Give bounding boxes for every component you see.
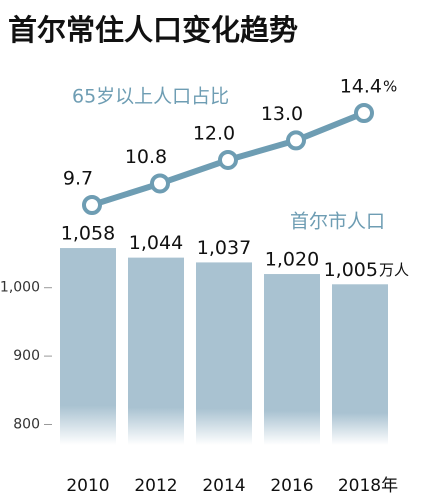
line-point — [82, 195, 102, 215]
line-value-label: 13.0 — [261, 103, 303, 125]
y-tick-label: 800 — [13, 416, 40, 432]
x-tick-label: 2016 — [270, 476, 313, 496]
bar-value-label: 1,058 — [61, 223, 115, 245]
line-series-name: 65岁以上人口占比 — [72, 86, 229, 108]
bar — [332, 284, 388, 445]
bar — [196, 262, 252, 445]
line-point — [150, 173, 170, 194]
line-point — [218, 149, 238, 170]
x-tick-label: 2012 — [134, 476, 177, 496]
bar-value-label: 1,044 — [129, 232, 183, 254]
bar-value-label: 1,020 — [265, 249, 319, 271]
y-tick-label: 900 — [13, 348, 40, 364]
bar-series-name: 首尔市人口 — [290, 211, 385, 233]
bar-value-label: 1,037 — [197, 237, 251, 259]
bar — [60, 248, 116, 445]
line-point — [354, 103, 374, 123]
line-value-label: 14.4 — [340, 76, 382, 98]
bar — [264, 274, 320, 445]
chart-title: 首尔常住人口变化趋势 — [8, 13, 298, 47]
line-value-label: 10.8 — [125, 146, 167, 168]
x-tick-label: 2010 — [66, 476, 109, 496]
line-value-label: 12.0 — [193, 122, 235, 144]
unit-label: 万人 — [379, 261, 409, 279]
bar-value-label: 1,005 — [324, 259, 378, 281]
line-value-label: 9.7 — [63, 168, 93, 190]
line-point — [286, 130, 306, 151]
x-tick-label: 2014 — [202, 476, 245, 496]
unit-label: % — [383, 78, 397, 96]
x-tick-label: 2018年 — [338, 476, 398, 496]
y-tick-label: 1,000 — [0, 280, 40, 296]
bar — [128, 257, 184, 445]
